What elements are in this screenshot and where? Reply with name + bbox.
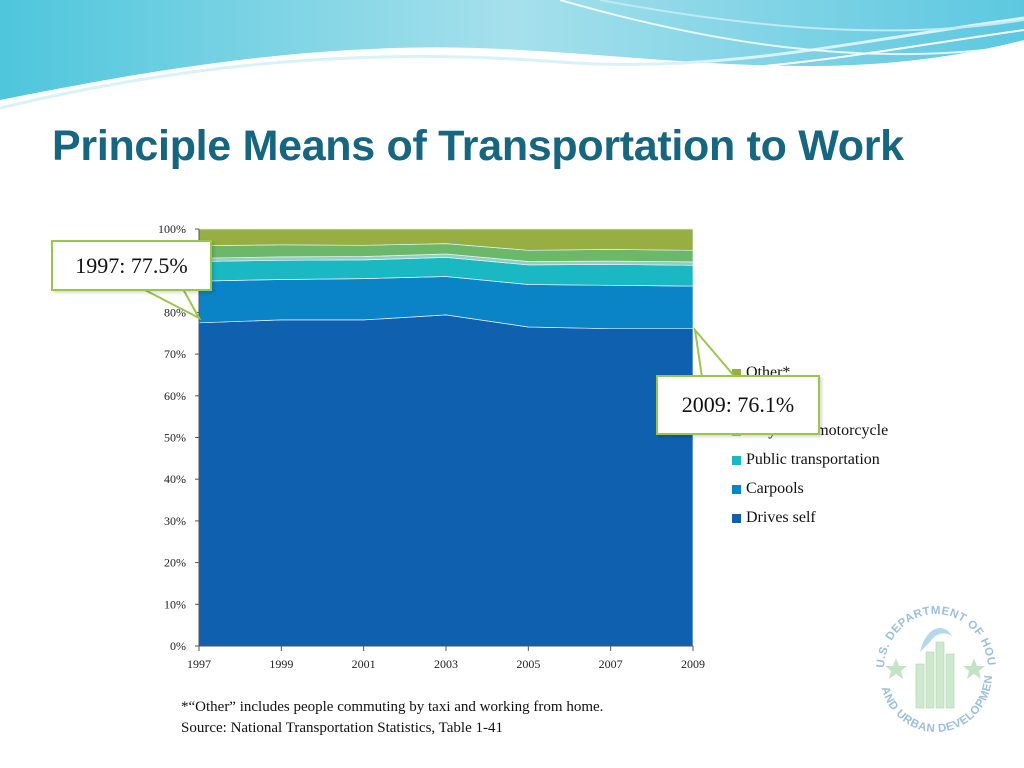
y-tick-label: 20% [164,556,186,570]
y-tick-label: 100% [158,222,186,236]
legend-label: Carpools [746,480,804,497]
y-tick-label: 50% [164,431,186,445]
legend-item: Public transportation [732,450,880,470]
y-tick-label: 40% [164,472,186,486]
footnote: *“Other” includes people commuting by ta… [181,697,603,739]
y-tick-label: 60% [164,389,186,403]
y-tick-label: 0% [170,639,186,653]
hud-seal-logo: U.S. DEPARTMENT OF HOUSING AND URBAN DEV… [866,592,996,735]
area-series-drives-self [198,314,694,647]
x-tick-label: 2001 [352,657,376,671]
area-series-other [198,228,694,251]
legend-item: Drives self [732,508,816,528]
y-tick-label: 10% [164,597,186,611]
y-tick-label: 80% [164,305,186,319]
legend-swatch [732,513,741,523]
footnote-other-note: *“Other” includes people commuting by ta… [181,699,604,715]
header-wave-decoration [0,0,1024,113]
x-tick-label: 1997 [187,657,211,671]
x-tick-label: 1999 [269,657,293,671]
legend-label: Public transportation [746,451,880,468]
legend-label: Drives self [746,509,816,526]
x-tick-label: 2005 [516,657,540,671]
slide-title: Principle Means of Transportation to Wor… [52,122,904,170]
callout-start: 1997: 77.5% [51,240,212,291]
y-tick-label: 70% [164,347,186,361]
y-tick-label: 30% [164,514,186,528]
footnote-source: Source: National Transportation Statisti… [181,720,503,736]
callout-end: 2009: 76.1% [656,375,820,435]
x-tick-label: 2003 [434,657,458,671]
x-tick-label: 2007 [599,657,623,671]
legend-swatch [732,455,741,465]
x-tick-label: 2009 [681,657,705,671]
legend-item: Carpools [732,479,804,499]
legend-swatch [732,484,741,494]
